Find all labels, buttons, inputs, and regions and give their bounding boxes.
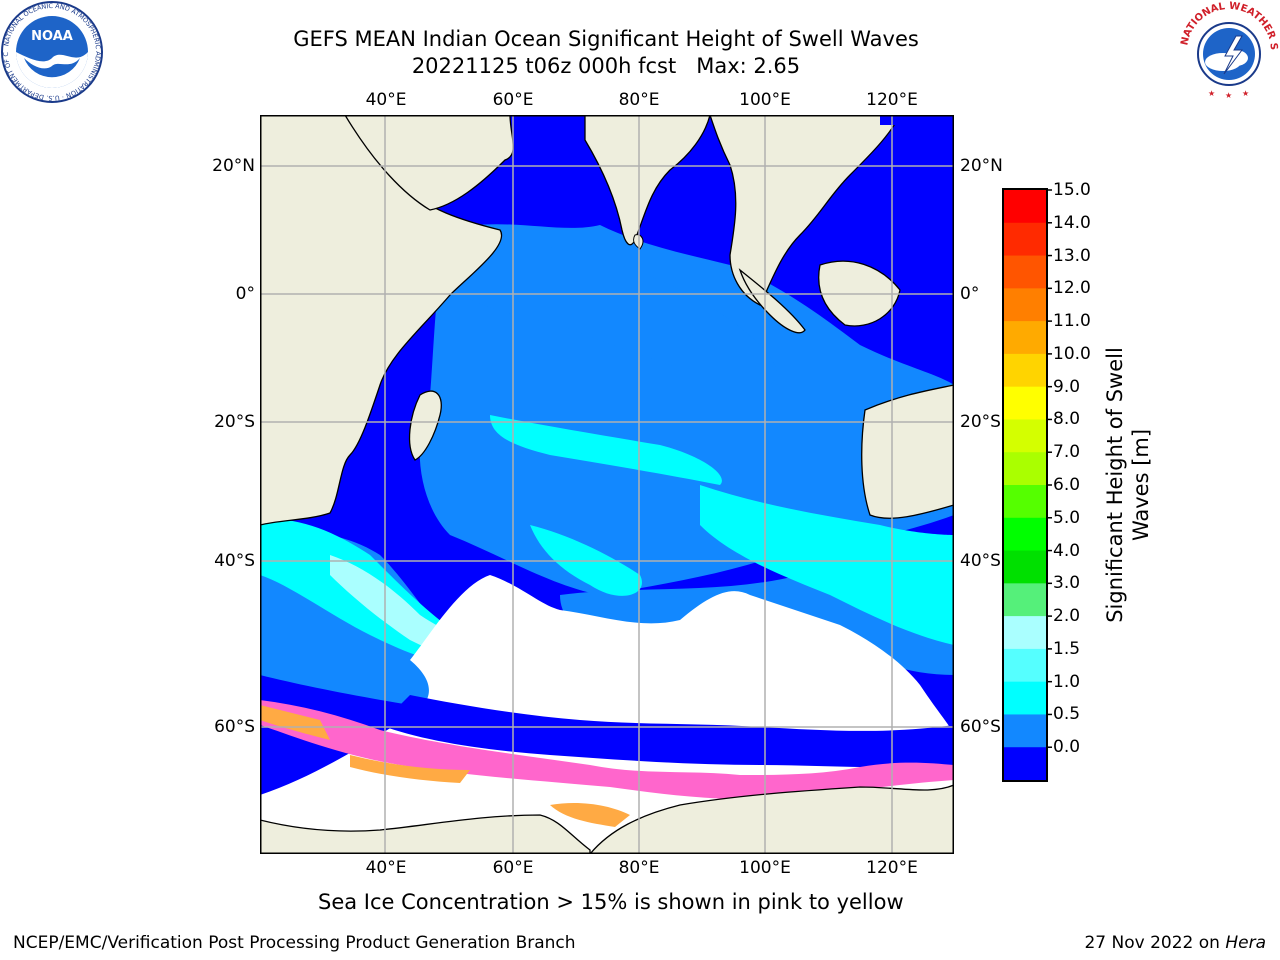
colorbar-tick-label: 2.0	[1053, 606, 1081, 627]
lon-label-top-120e: 120°E	[866, 90, 918, 110]
land-top-right	[880, 115, 954, 125]
lat-label-right-0: 0°	[960, 284, 980, 304]
colorbar-segment	[1004, 288, 1046, 322]
land-australia	[861, 384, 954, 519]
footer-machine: Hera	[1225, 933, 1266, 953]
lat-label-left-40s: 40°S	[214, 551, 255, 571]
colorbar-tick-label: 1.5	[1053, 638, 1081, 659]
lon-label-bottom-100e: 100°E	[739, 858, 791, 878]
land-antarctica	[260, 784, 954, 854]
lat-label-right-40s: 40°S	[960, 551, 1001, 571]
colorbar-tick-label: 12.0	[1053, 278, 1091, 299]
colorbar-tick-label: 5.0	[1053, 507, 1081, 528]
lon-label-top-40e: 40°E	[365, 90, 407, 110]
footer-branch: NCEP/EMC/Verification Post Processing Pr…	[13, 933, 576, 953]
lon-label-bottom-40e: 40°E	[365, 858, 407, 878]
colorbar-segment	[1004, 681, 1046, 715]
colorbar-title: Significant Height of Swell Waves [m]	[1102, 347, 1154, 623]
ice-orange-band	[260, 705, 630, 827]
colorbar-tick-label: 4.0	[1053, 540, 1081, 561]
lat-label-left-20s: 20°S	[214, 412, 255, 432]
colorbar-segment	[1004, 616, 1046, 650]
svg-text:★: ★	[1242, 89, 1249, 98]
svg-text:★: ★	[1208, 89, 1215, 98]
colorbar-tick-label: 7.0	[1053, 442, 1081, 463]
lat-label-right-60s: 60°S	[960, 717, 1001, 737]
colorbar-segment	[1004, 714, 1046, 748]
noaa-logo: NATIONAL OCEANIC AND ATMOSPHERIC ADMINIS…	[0, 0, 103, 103]
colorbar-tick-label: 3.0	[1053, 573, 1081, 594]
colorbar-segment	[1004, 321, 1046, 355]
colorbar-tick-label: 13.0	[1053, 245, 1091, 266]
colorbar-segment	[1004, 222, 1046, 257]
colorbar-segment	[1004, 353, 1046, 388]
lat-label-left-60s: 60°S	[214, 717, 255, 737]
colorbar	[1002, 188, 1052, 782]
colorbar-tick-label: 10.0	[1053, 343, 1091, 364]
lat-gridlines	[260, 165, 954, 728]
colorbar-segment	[1004, 583, 1046, 617]
colorbar-tick-label: 14.0	[1053, 212, 1091, 233]
colorbar-segment	[1004, 190, 1046, 224]
colorbar-segment	[1004, 419, 1046, 453]
colorbar-tick-label: 6.0	[1053, 475, 1081, 495]
noaa-logo-text: NOAA	[31, 29, 73, 44]
colorbar-tick-label: 15.0	[1053, 180, 1091, 200]
lon-label-bottom-60e: 60°E	[492, 858, 534, 878]
colorbar-title-line1: Significant Height of Swell	[1103, 347, 1127, 623]
colorbar-title-line2: Waves [m]	[1129, 428, 1153, 542]
swell-cyan-south-indian	[490, 415, 722, 485]
colorbar-tick-label: 8.0	[1053, 409, 1081, 430]
colorbar-segment	[1004, 550, 1046, 584]
colorbar-tick-label: 9.0	[1053, 376, 1081, 397]
lon-gridlines	[384, 115, 893, 854]
chart-title: GEFS MEAN Indian Ocean Significant Heigh…	[293, 27, 919, 51]
colorbar-segment	[1004, 517, 1046, 552]
sea-ice-caption: Sea Ice Concentration > 15% is shown in …	[318, 890, 904, 914]
map-plot	[260, 115, 954, 854]
colorbar-tick-label: 0.5	[1053, 704, 1081, 725]
swell-light-southwest	[330, 555, 500, 662]
colorbar-segment	[1004, 452, 1046, 486]
lon-label-top-60e: 60°E	[492, 90, 534, 110]
swell-band-mid-north	[450, 244, 777, 388]
lon-label-top-100e: 100°E	[739, 90, 791, 110]
lon-label-top-80e: 80°E	[618, 90, 660, 110]
ice-open-water-band	[380, 695, 954, 768]
footer-date-text: 27 Nov 2022 on	[1084, 933, 1226, 953]
lat-label-left-20n: 20°N	[212, 156, 255, 176]
svg-text:★: ★	[1225, 91, 1232, 100]
colorbar-segment	[1004, 386, 1046, 420]
colorbar-tick-label: 0.0	[1053, 737, 1081, 758]
land-madagascar	[408, 390, 442, 461]
colorbar-segment	[1004, 485, 1046, 519]
footer-date: 27 Nov 2022 on Hera	[1084, 933, 1266, 953]
lat-label-right-20n: 20°N	[960, 156, 1003, 176]
ice-pink-band	[260, 700, 954, 800]
colorbar-segment	[1004, 255, 1046, 289]
lat-label-left-0: 0°	[235, 284, 255, 304]
colorbar-tick-label: 11.0	[1053, 311, 1091, 332]
lat-label-right-20s: 20°S	[960, 412, 1001, 432]
swell-cyan-east	[700, 485, 954, 645]
colorbar-segment	[1004, 747, 1046, 781]
nws-logo: NATIONAL WEATHER SERVICE ★ ★ ★	[1178, 0, 1279, 100]
lon-label-bottom-120e: 120°E	[866, 858, 918, 878]
colorbar-tick-label: 1.0	[1053, 671, 1081, 692]
colorbar-segment	[1004, 648, 1046, 683]
lon-label-bottom-80e: 80°E	[618, 858, 660, 878]
chart-subtitle: 20221125 t06z 000h fcst Max: 2.65	[411, 54, 801, 78]
